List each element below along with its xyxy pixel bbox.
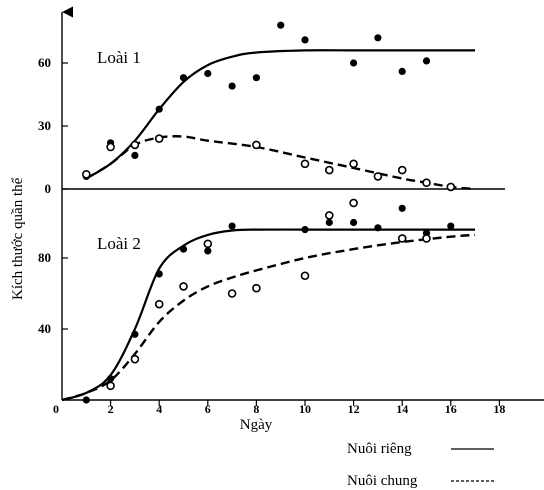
solo-culture-point [155, 270, 163, 278]
solo-culture-point [228, 222, 236, 230]
mixed-culture-point [252, 140, 261, 150]
mixed-culture-point [154, 299, 164, 309]
x-tick-label: 2 [108, 402, 114, 416]
mixed-culture-point [373, 172, 383, 181]
solo-culture-point [301, 226, 309, 234]
mixed-culture-point [130, 140, 140, 150]
mixed-culture-point [324, 211, 334, 220]
solo-culture-point [252, 74, 260, 82]
mixed-culture-point [82, 170, 91, 179]
mixed-culture-point [397, 234, 407, 243]
legend-label-mixed: Nuôi chung [347, 473, 418, 489]
y-tick-label: 0 [45, 181, 52, 196]
x-tick-label: 12 [348, 402, 360, 416]
solo-culture-point [204, 69, 212, 78]
solo-culture-point [447, 222, 455, 230]
mixed-culture-point [422, 178, 431, 187]
x-tick-label: 4 [156, 402, 162, 416]
x-tick-label: 14 [396, 402, 408, 416]
solo-culture-point [82, 396, 90, 404]
x-tick-label: 0 [53, 402, 59, 416]
mixed-culture-point [397, 165, 407, 175]
mixed-culture-curve-panel-2 [61, 233, 476, 402]
mixed-culture-point [106, 381, 115, 391]
ticks-layer: 0 2 4 6 8 10 12 14 16 18 0 30 60 40 80 [38, 55, 505, 416]
points-layer [82, 21, 456, 404]
x-tick-label: 16 [445, 402, 457, 416]
legend-label-solo: Nuôi riêng [347, 441, 412, 457]
mixed-culture-point [203, 239, 213, 249]
solo-culture-point [155, 105, 163, 113]
mixed-culture-point [300, 159, 310, 169]
y-axis-label: Kích thước quần thể [10, 177, 26, 300]
solo-culture-point [398, 67, 406, 75]
solo-culture-point [301, 36, 309, 44]
x-tick-label: 6 [205, 402, 211, 416]
y-tick-label: 30 [38, 118, 51, 133]
solo-culture-point [325, 218, 333, 227]
legend: Nuôi riêng Nuôi chung [347, 441, 494, 489]
solo-culture-point [277, 21, 285, 29]
solo-culture-curve-panel-2 [61, 228, 476, 402]
y-tick-label: 80 [38, 250, 51, 265]
solo-culture-point [131, 330, 139, 338]
mixed-culture-point [446, 182, 456, 192]
y-tick-label: 60 [38, 55, 51, 70]
panel-label-species-1: Loài 1 [97, 48, 141, 67]
mixed-culture-point [106, 142, 115, 152]
mixed-culture-point [252, 283, 261, 293]
solo-culture-point [179, 74, 188, 82]
solo-culture-point [350, 218, 358, 227]
solo-culture-point [204, 247, 212, 255]
mixed-culture-point [179, 282, 188, 291]
panel-label-species-2: Loài 2 [97, 234, 141, 253]
x-tick-label: 18 [493, 402, 505, 416]
mixed-culture-point [227, 289, 237, 298]
mixed-culture-point [422, 234, 431, 243]
y-tick-label: 40 [38, 321, 51, 336]
mixed-culture-point [154, 134, 164, 143]
solo-culture-point [374, 34, 382, 42]
mixed-culture-point [349, 159, 358, 169]
solo-culture-point [398, 204, 406, 212]
x-tick-label: 10 [299, 402, 311, 416]
solo-culture-point [374, 224, 382, 232]
solo-culture-point [107, 375, 115, 383]
solo-culture-point [228, 82, 236, 90]
mixed-culture-point [130, 354, 140, 364]
solo-culture-curve-panel-1 [85, 49, 476, 180]
mixed-culture-point [324, 165, 334, 175]
curves-layer [61, 49, 476, 402]
solo-culture-point [131, 151, 139, 159]
x-tick-label: 8 [253, 402, 259, 416]
x-axis-label: Ngày [240, 417, 273, 433]
mixed-culture-point [300, 271, 310, 281]
solo-culture-point [422, 57, 431, 65]
solo-culture-point [350, 59, 358, 67]
mixed-culture-curve-panel-1 [85, 135, 476, 191]
solo-culture-point [179, 245, 188, 253]
mixed-culture-point [349, 198, 358, 208]
